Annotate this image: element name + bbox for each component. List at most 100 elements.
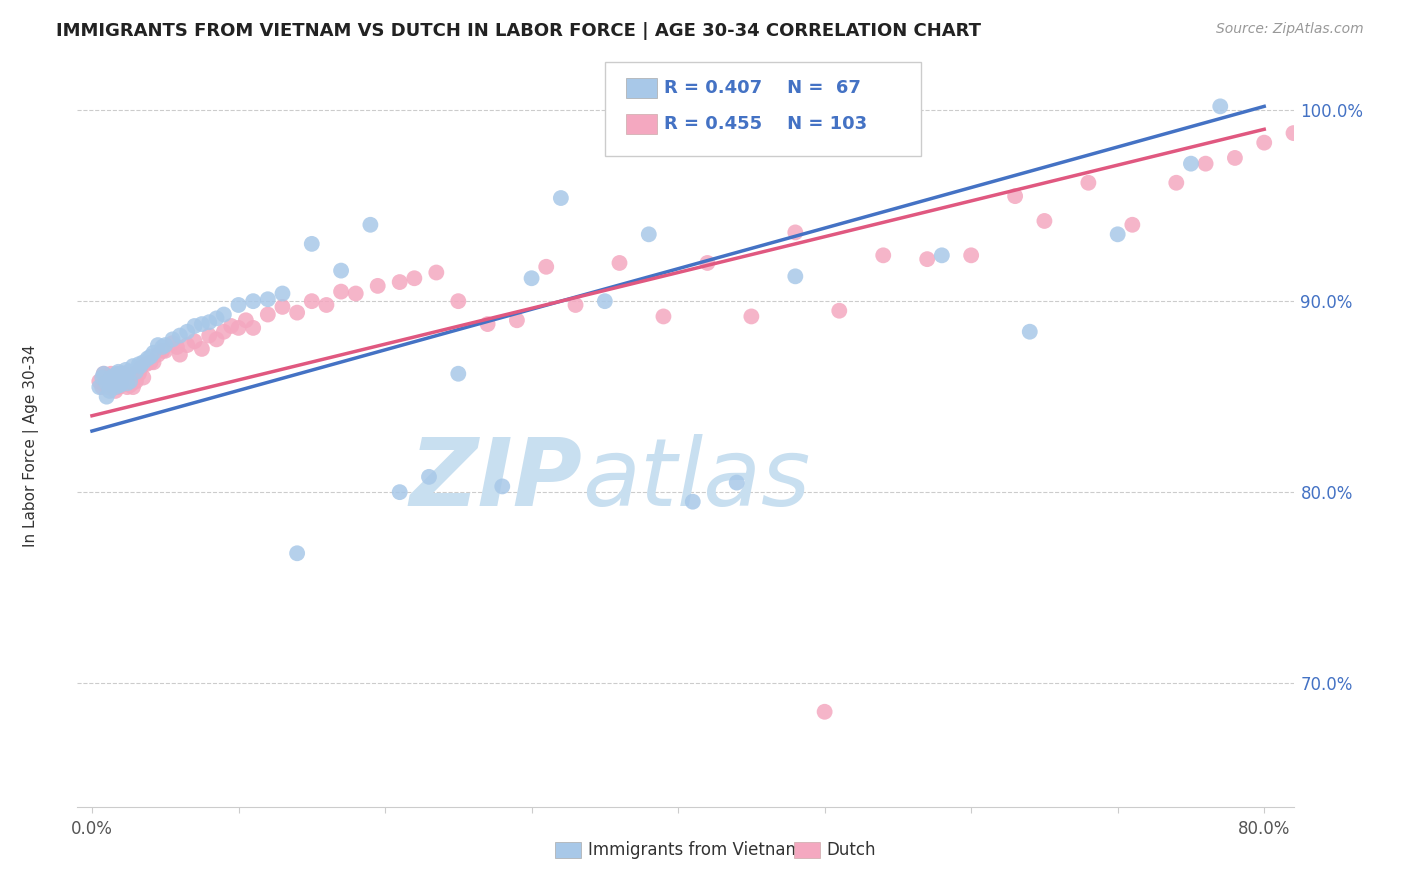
- Point: [696, 256, 718, 270]
- Point: [100, 370, 122, 384]
- Point: [1341, 161, 1364, 175]
- Point: [652, 310, 675, 324]
- Point: [110, 378, 132, 392]
- Point: [169, 348, 191, 362]
- Point: [96, 375, 118, 389]
- Point: [682, 494, 704, 508]
- Point: [301, 294, 323, 309]
- Point: [235, 313, 257, 327]
- Point: [330, 263, 353, 277]
- Point: [1121, 218, 1143, 232]
- Point: [534, 260, 557, 274]
- Point: [388, 275, 411, 289]
- Point: [359, 218, 381, 232]
- Point: [96, 390, 118, 404]
- Point: [1312, 114, 1334, 128]
- Point: [228, 298, 250, 312]
- Point: [477, 317, 499, 331]
- Point: [117, 370, 139, 384]
- Point: [103, 375, 125, 389]
- Point: [1194, 156, 1216, 170]
- Point: [285, 546, 308, 560]
- Point: [103, 370, 125, 384]
- Point: [121, 368, 143, 383]
- Point: [91, 380, 114, 394]
- Text: ZIP: ZIP: [409, 434, 582, 525]
- Point: [1004, 189, 1026, 203]
- Point: [112, 376, 135, 391]
- Point: [242, 294, 264, 309]
- Point: [155, 343, 177, 358]
- Point: [191, 342, 214, 356]
- Point: [564, 298, 586, 312]
- Point: [100, 367, 122, 381]
- Point: [1223, 151, 1246, 165]
- Point: [104, 384, 127, 398]
- Point: [285, 305, 308, 319]
- Point: [115, 376, 138, 391]
- Text: In Labor Force | Age 30-34: In Labor Force | Age 30-34: [22, 344, 39, 548]
- Point: [212, 308, 235, 322]
- Point: [1033, 214, 1056, 228]
- Point: [425, 266, 447, 280]
- Text: Dutch: Dutch: [827, 841, 876, 859]
- Point: [491, 479, 513, 493]
- Point: [1107, 227, 1129, 242]
- Point: [129, 359, 152, 373]
- Point: [242, 321, 264, 335]
- Point: [315, 298, 337, 312]
- Point: [132, 355, 155, 369]
- Text: R = 0.407    N =  67: R = 0.407 N = 67: [664, 79, 860, 97]
- Point: [169, 328, 191, 343]
- Point: [271, 300, 294, 314]
- Point: [122, 359, 145, 373]
- Point: [100, 378, 122, 392]
- Text: Immigrants from Vietnam: Immigrants from Vietnam: [588, 841, 801, 859]
- Point: [785, 269, 807, 284]
- Point: [183, 334, 205, 349]
- Point: [103, 368, 125, 383]
- Point: [96, 376, 118, 391]
- Point: [120, 375, 142, 389]
- Point: [166, 340, 188, 354]
- Point: [105, 375, 128, 389]
- Point: [110, 367, 132, 381]
- Point: [520, 271, 543, 285]
- Point: [139, 355, 162, 369]
- Point: [112, 367, 135, 381]
- Point: [124, 367, 146, 381]
- Point: [1282, 126, 1305, 140]
- Point: [915, 252, 938, 267]
- Point: [104, 380, 127, 394]
- Point: [89, 380, 111, 394]
- Point: [219, 318, 242, 333]
- Point: [785, 226, 807, 240]
- Point: [725, 475, 748, 490]
- Point: [447, 367, 470, 381]
- Point: [101, 380, 124, 394]
- Point: [142, 355, 165, 369]
- Point: [256, 308, 278, 322]
- Point: [205, 311, 228, 326]
- Point: [931, 248, 953, 262]
- Point: [105, 367, 128, 381]
- Point: [139, 350, 162, 364]
- Point: [814, 705, 837, 719]
- Point: [129, 361, 152, 376]
- Point: [447, 294, 470, 309]
- Point: [135, 357, 157, 371]
- Point: [404, 271, 426, 285]
- Point: [176, 338, 198, 352]
- Point: [176, 325, 198, 339]
- Point: [155, 338, 177, 352]
- Point: [637, 227, 659, 242]
- Point: [93, 367, 115, 381]
- Point: [150, 340, 173, 354]
- Point: [198, 315, 221, 329]
- Point: [142, 345, 165, 359]
- Point: [128, 357, 150, 371]
- Point: [506, 313, 529, 327]
- Point: [1180, 156, 1202, 170]
- Text: IMMIGRANTS FROM VIETNAM VS DUTCH IN LABOR FORCE | AGE 30-34 CORRELATION CHART: IMMIGRANTS FROM VIETNAM VS DUTCH IN LABO…: [56, 22, 981, 40]
- Point: [344, 286, 367, 301]
